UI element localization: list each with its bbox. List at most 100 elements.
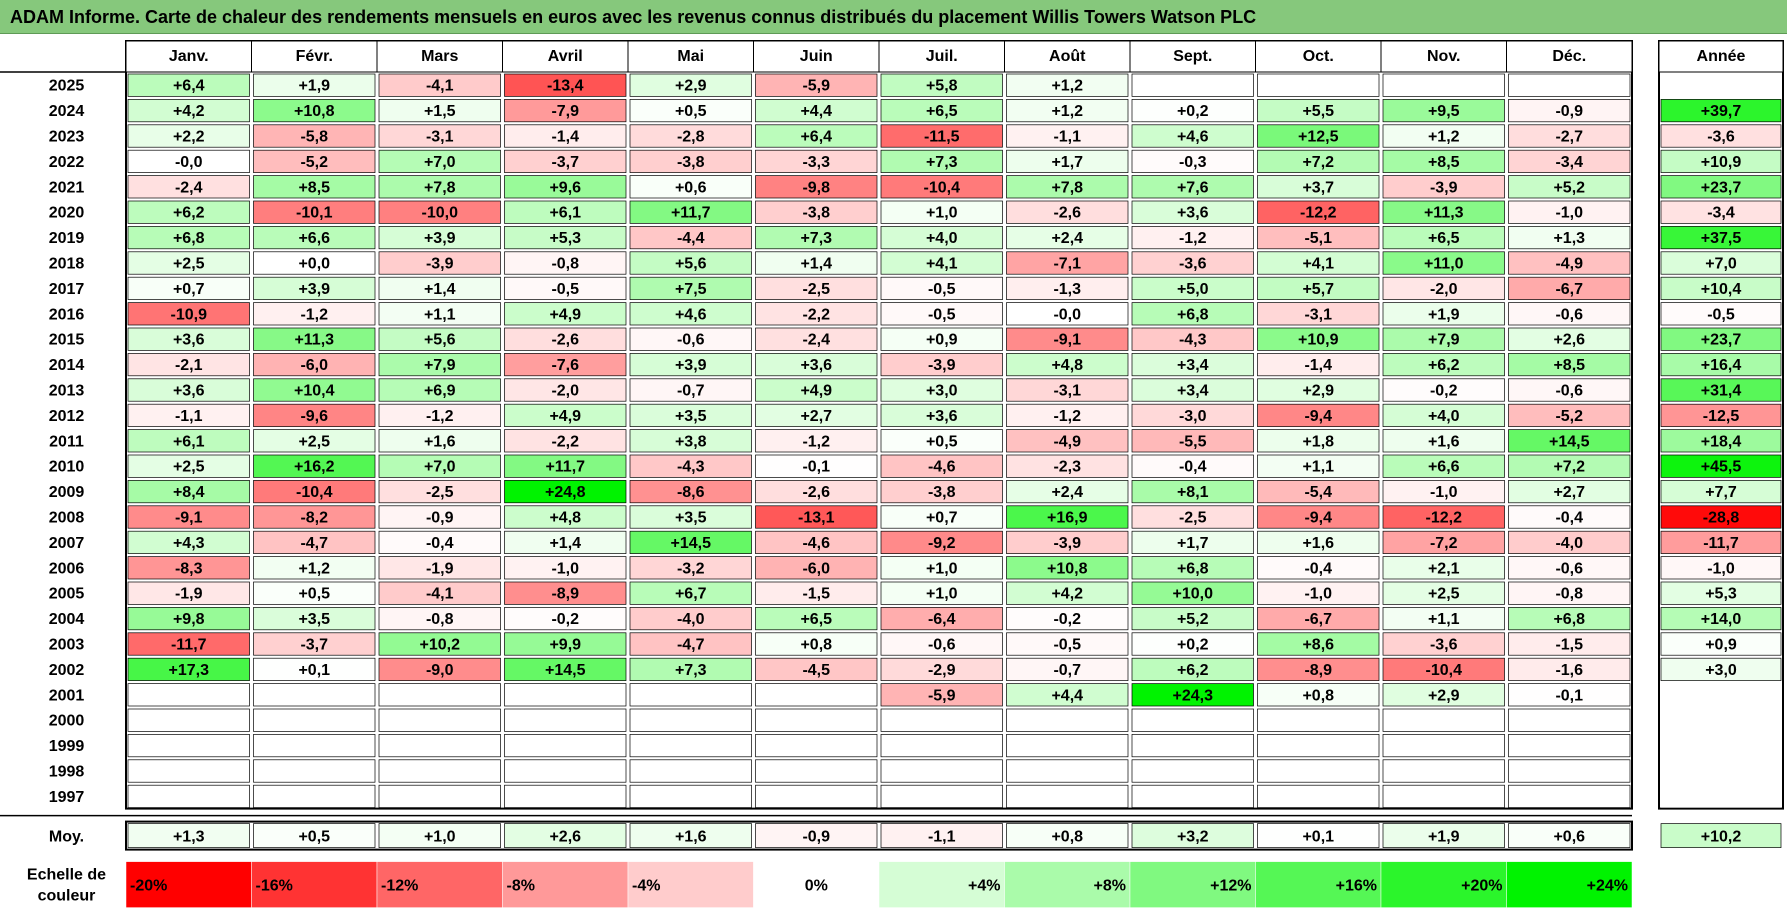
month-header: Nov.: [1427, 48, 1460, 65]
cell-value: +5,6: [675, 256, 707, 273]
cell-value: +2,9: [675, 78, 707, 95]
cell-value: -0,6: [1555, 306, 1583, 323]
heatmap-cell: [1382, 683, 1505, 707]
cell-value: +11,3: [294, 332, 334, 349]
heatmap-cell: [1257, 759, 1380, 783]
annual-value: +0,9: [1705, 637, 1737, 654]
cell-value: -6,7: [1304, 611, 1332, 628]
heatmap-cell: [1131, 657, 1254, 681]
cell-value: -10,9: [171, 306, 208, 323]
cell-value: +1,1: [1428, 611, 1460, 628]
heatmap-cell: [127, 454, 250, 478]
heatmap-cell: [629, 73, 752, 97]
heatmap-cell: [755, 632, 878, 656]
cell-value: -0,0: [175, 154, 203, 171]
cell-value: -4,4: [677, 230, 705, 247]
heatmap-cell: [629, 505, 752, 529]
cell-value: -4,5: [802, 662, 830, 679]
heatmap-cell: [1131, 251, 1254, 275]
annual-value: -1,0: [1707, 560, 1735, 577]
cell-value: -2,0: [551, 383, 579, 400]
average-value: -0,9: [802, 829, 830, 846]
cell-value: +14,5: [1549, 433, 1590, 450]
heatmap-cell: [755, 734, 878, 758]
cell-value: +8,6: [1302, 637, 1334, 654]
cell-value: +0,1: [298, 662, 330, 679]
average-annual-cell: [1660, 823, 1782, 848]
scale-label: Echelle de: [27, 867, 106, 884]
heatmap-cell: [755, 708, 878, 732]
cell-value: -0,1: [802, 459, 830, 476]
cell-value: -0,0: [1053, 306, 1081, 323]
heatmap-cell: [1508, 708, 1631, 732]
heatmap-cell: [755, 327, 878, 351]
annual-cell: [1660, 276, 1782, 300]
cell-value: -2,5: [802, 281, 830, 298]
heatmap-cell: [504, 530, 627, 554]
cell-value: -9,0: [426, 662, 454, 679]
cell-value: -1,2: [426, 408, 454, 425]
cell-value: -2,3: [1053, 459, 1081, 476]
scale-swatch: [753, 861, 880, 908]
heatmap-cell: [504, 607, 627, 631]
heatmap-cell: [253, 149, 376, 173]
cell-value: -4,6: [802, 535, 830, 552]
cell-value: +3,6: [800, 357, 832, 374]
heatmap-cell: [253, 276, 376, 300]
cell-value: +1,4: [800, 256, 832, 273]
cell-value: +6,8: [1553, 611, 1585, 628]
heatmap-cell: [755, 429, 878, 453]
scale-value: +8%: [1094, 878, 1126, 895]
average-value: -1,1: [928, 829, 956, 846]
scale-value: +12%: [1210, 878, 1251, 895]
month-header-cell: [753, 40, 880, 73]
cell-value: +16,2: [294, 459, 335, 476]
heatmap-cell: [1382, 149, 1505, 173]
cell-value: +14,5: [545, 662, 586, 679]
heatmap-cell: [1006, 403, 1129, 427]
heatmap-cell: [1508, 149, 1631, 173]
heatmap-cell: [1257, 226, 1380, 250]
heatmap-cell: [755, 607, 878, 631]
annual-cell: [1660, 200, 1782, 224]
cell-value: +3,8: [675, 433, 707, 450]
cell-value: -12,2: [1300, 205, 1337, 222]
heatmap-cell: [1257, 403, 1380, 427]
annual-cell: [1660, 353, 1782, 377]
heatmap-cell: [253, 581, 376, 605]
cell-value: -11,5: [924, 129, 960, 146]
heatmap-cell: [253, 175, 376, 199]
heatmap-cell: [629, 581, 752, 605]
heatmap-cell: [629, 175, 752, 199]
heatmap-cell: [629, 226, 752, 250]
cell-value: +3,4: [1177, 357, 1209, 374]
heatmap-cell: [629, 734, 752, 758]
heatmap-cell: [127, 378, 250, 402]
cell-value: +9,6: [549, 179, 581, 196]
heatmap-cell: [880, 784, 1003, 808]
cell-value: +5,3: [549, 230, 581, 247]
cell-value: -6,4: [928, 611, 956, 628]
cell-value: +3,5: [675, 408, 707, 425]
month-header-cell: [627, 40, 754, 73]
cell-value: -5,1: [1304, 230, 1332, 247]
heatmap-cell: [1006, 73, 1129, 97]
cell-value: +0,2: [1177, 103, 1209, 120]
annual-value: +7,0: [1705, 256, 1737, 273]
heatmap-cell: [127, 784, 250, 808]
cell-value: -0,8: [551, 256, 579, 273]
cell-value: +1,0: [926, 586, 958, 603]
cell-value: +1,0: [926, 205, 958, 222]
heatmap-cell: [253, 73, 376, 97]
heatmap-cell: [378, 175, 501, 199]
heatmap-cell: [1006, 581, 1129, 605]
heatmap-cell: [127, 149, 250, 173]
cell-value: +10,4: [294, 383, 335, 400]
heatmap-cell: [1382, 353, 1505, 377]
cell-value: +9,5: [1428, 103, 1460, 120]
annual-cell: [1660, 429, 1782, 453]
heatmap-cell: [253, 657, 376, 681]
month-header-cell: [376, 40, 503, 73]
heatmap-cell: [253, 200, 376, 224]
